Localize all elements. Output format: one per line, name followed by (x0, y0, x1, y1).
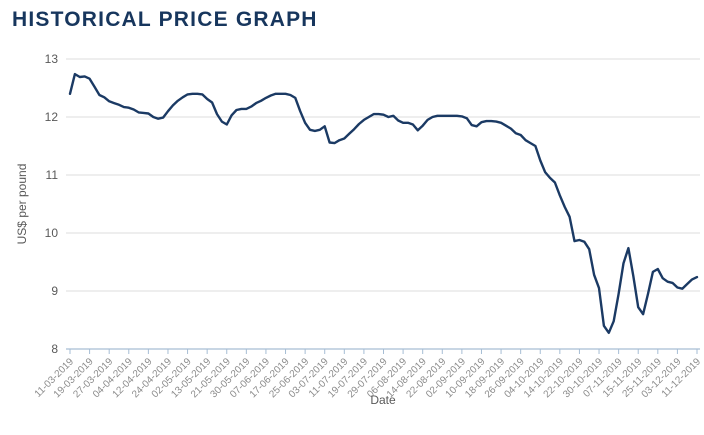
price-line (68, 72, 699, 334)
y-tick-label: 8 (51, 342, 58, 356)
y-tick-label: 11 (46, 168, 59, 182)
y-tick-label: 9 (51, 284, 58, 298)
y-tick-label: 10 (45, 226, 59, 240)
y-axis-title: US$ per pound (15, 164, 29, 245)
y-tick-label: 13 (45, 52, 59, 66)
y-tick-label: 12 (45, 110, 59, 124)
page-title: HISTORICAL PRICE GRAPH (12, 8, 318, 31)
x-axis-title: Date (370, 393, 396, 407)
